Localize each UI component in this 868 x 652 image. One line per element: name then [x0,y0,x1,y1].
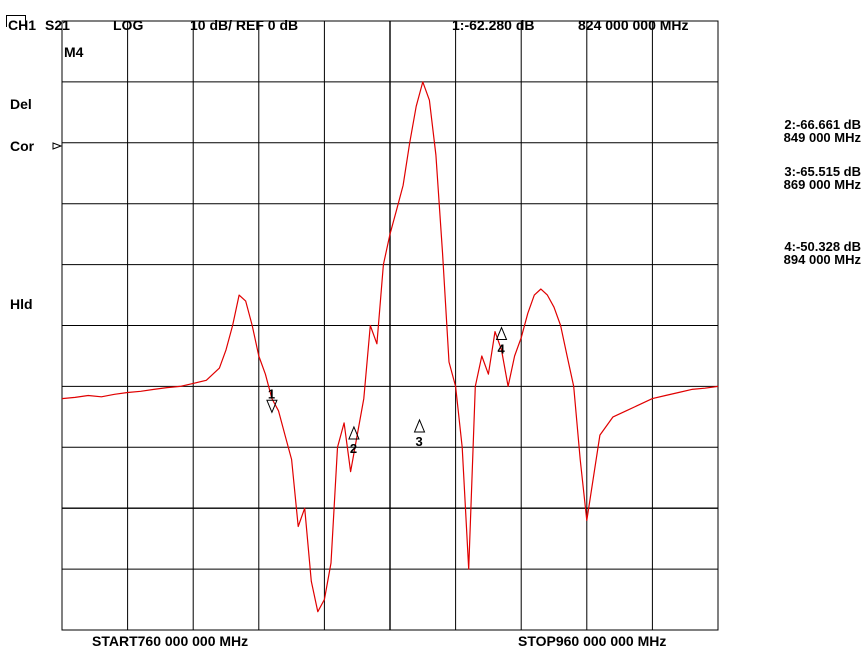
stop-frequency: STOP960 000 000 MHz [518,633,667,649]
marker-2-frequency: 849 000 MHz [783,130,861,145]
start-frequency: START760 000 000 MHz [92,633,249,649]
marker-4-value: 4:-50.328 dB [784,239,861,254]
graticule [61,20,719,631]
reference-pointer-icon [52,142,63,150]
marker-2-value: 2:-66.661 dB [784,117,861,132]
marker-3-icon [413,418,426,433]
channel-label: CH1 [8,17,37,33]
channel-box [6,15,26,27]
marker-1-icon [266,399,278,414]
hold-annotation: Hld [10,296,33,312]
marker-layer: 1 2 3 4 [266,326,508,456]
marker-4-frequency: 894 000 MHz [783,252,861,267]
marker-3-frequency: 869 000 MHz [783,177,861,192]
marker-2-icon [348,425,360,440]
delay-annotation: Del [10,96,32,112]
marker-3-label: 3 [416,434,423,449]
marker-2-label: 2 [350,441,357,456]
marker-4-icon [495,326,508,340]
trace-line [61,81,719,613]
correction-annotation: Cor [10,138,35,154]
marker-1-label: 1 [268,386,275,401]
marker-3-value: 3:-65.515 dB [784,164,861,179]
marker-4-label: 4 [498,341,506,356]
active-marker-label: M4 [64,44,84,60]
trace-layer [61,81,719,613]
